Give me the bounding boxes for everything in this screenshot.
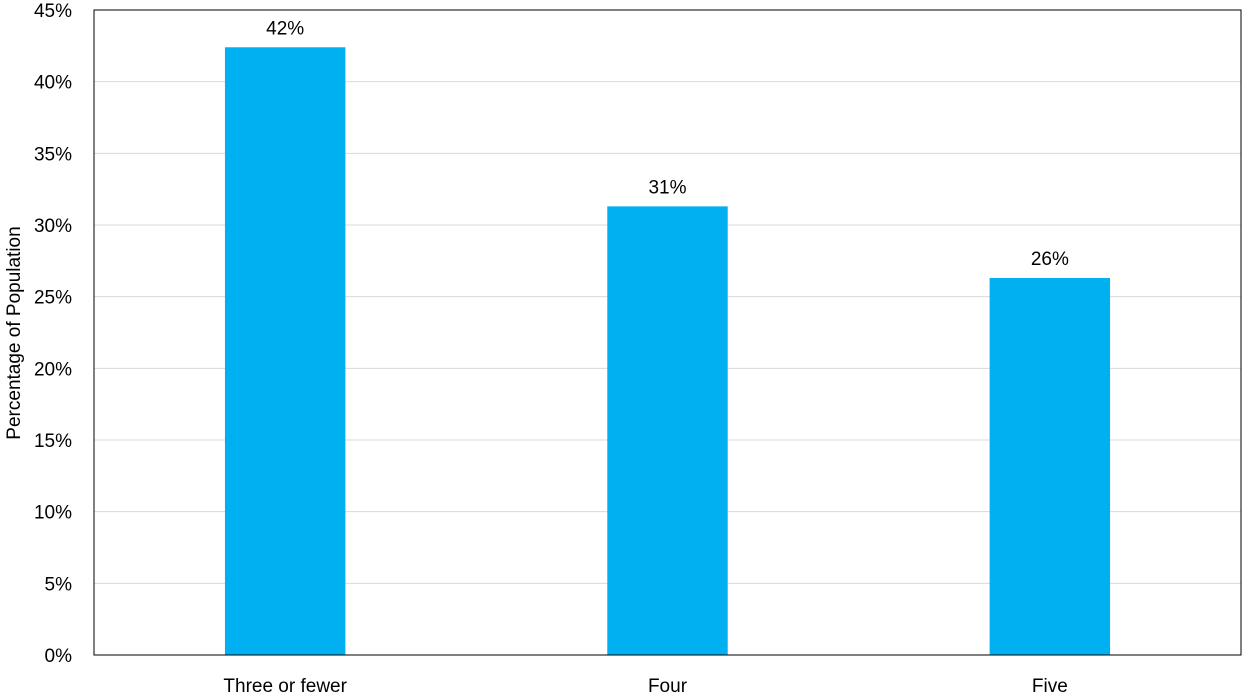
bars [224,47,1111,656]
x-tick-label: Five [1032,676,1068,697]
data-labels: 42% 31% 26% [266,18,1069,270]
y-tick-label: 5% [45,574,73,595]
y-tick-label: 15% [34,431,72,452]
x-tick-label: Three or fewer [223,676,347,697]
y-tick-label: 40% [34,73,72,94]
x-tick-label: Four [648,676,688,697]
y-tick-label: 25% [34,288,72,309]
x-axis-tick-labels: Three or fewer Four Five [223,676,1067,697]
bar [224,47,346,656]
data-label: 31% [648,177,686,198]
data-label: 42% [266,18,304,39]
bar [989,278,1111,655]
y-tick-label: 20% [34,359,72,380]
y-tick-label: 10% [34,503,72,524]
plot-area-frame [93,9,1242,656]
y-axis-tick-labels: 0% 5% 10% 15% 20% 25% 30% 35% 40% 45% [34,1,72,667]
y-tick-label: 45% [34,1,72,22]
y-axis-title: Percentage of Population [4,226,25,439]
y-tick-label: 35% [34,144,72,165]
data-label: 26% [1031,249,1069,270]
y-tick-label: 30% [34,216,72,237]
bar [607,206,728,655]
y-tick-label: 0% [45,646,73,667]
